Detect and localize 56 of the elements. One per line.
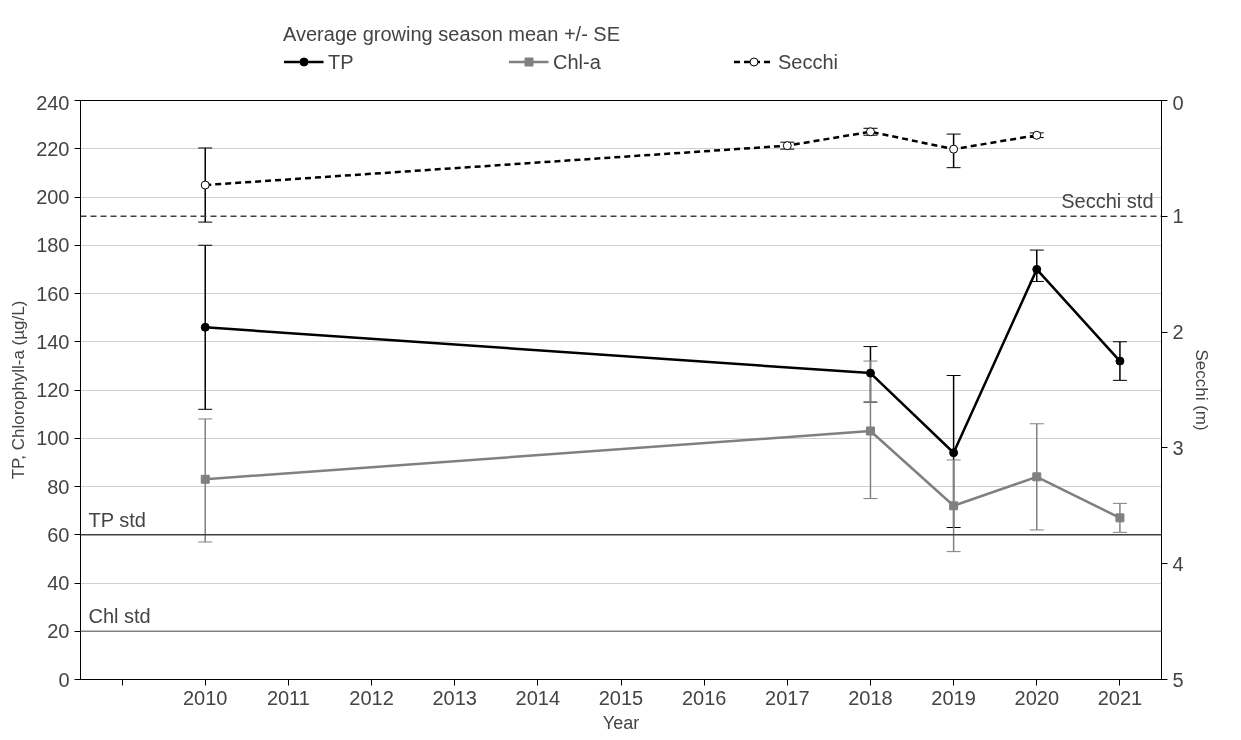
point — [200, 322, 210, 332]
legend-title: Average growing season mean +/- SE — [283, 22, 622, 45]
y-tick-label: 220 — [36, 137, 70, 160]
x-tick-label: 2014 — [515, 686, 561, 709]
y2-tick-label: 2 — [1172, 321, 1184, 344]
y2-tick-label: 3 — [1172, 436, 1184, 459]
y-tick-label: 180 — [36, 234, 70, 257]
y-tick-label: 120 — [36, 379, 70, 401]
x-tick-label: 2011 — [266, 686, 310, 709]
y2-tick-label: 1 — [1172, 205, 1184, 228]
ref-line-label: Chl std — [88, 605, 151, 628]
y-tick-label: 60 — [47, 523, 70, 546]
x-tick-label: 2010 — [182, 686, 228, 709]
x-tick-label: 2016 — [681, 686, 727, 709]
y-tick-label: 140 — [36, 330, 70, 353]
x-tick-label: 2020 — [1014, 686, 1060, 709]
point — [865, 368, 875, 378]
y-tick-label: 240 — [36, 91, 70, 114]
point — [782, 141, 792, 151]
point — [949, 144, 959, 154]
x-tick-label: 2018 — [848, 686, 893, 709]
point — [949, 501, 959, 511]
point — [1115, 356, 1125, 366]
point — [1032, 130, 1042, 140]
y-tick-label: 40 — [47, 572, 70, 594]
y2-tick-label: 5 — [1172, 668, 1184, 691]
legend-label: TP — [328, 50, 355, 73]
x-tick-label: 2012 — [349, 686, 394, 709]
legend-label: Secchi — [778, 50, 840, 73]
y2-axis-title: Secchi (m) — [1191, 349, 1211, 431]
ref-line-label: TP std — [88, 508, 146, 531]
y-tick-label: 160 — [36, 282, 70, 305]
point — [200, 180, 210, 190]
y-axis-title: TP, Chlorophyll-a (µg/L) — [9, 300, 29, 480]
point — [865, 127, 875, 137]
y2-tick-label: 4 — [1172, 552, 1184, 575]
legend-label: Chl-a — [553, 50, 602, 73]
x-tick-label: 2015 — [598, 686, 644, 709]
y-tick-label: 0 — [58, 668, 70, 691]
point — [949, 448, 959, 458]
point — [1032, 264, 1042, 274]
x-tick-label: 2019 — [931, 686, 976, 709]
x-tick-label: 2021 — [1097, 686, 1143, 709]
point — [200, 474, 210, 484]
point — [1115, 513, 1125, 523]
x-tick-label: 2017 — [765, 686, 810, 709]
x-axis-title: Year — [602, 712, 640, 733]
y2-tick-label: 0 — [1172, 91, 1184, 114]
point — [1032, 472, 1042, 482]
x-tick-label: 2013 — [432, 686, 477, 709]
y-tick-label: 100 — [36, 427, 70, 450]
point — [865, 426, 875, 436]
y-tick-label: 20 — [47, 620, 70, 643]
y-tick-label: 200 — [36, 186, 70, 208]
y-tick-label: 80 — [47, 475, 70, 498]
ref-line-label: Secchi std — [1061, 190, 1154, 213]
